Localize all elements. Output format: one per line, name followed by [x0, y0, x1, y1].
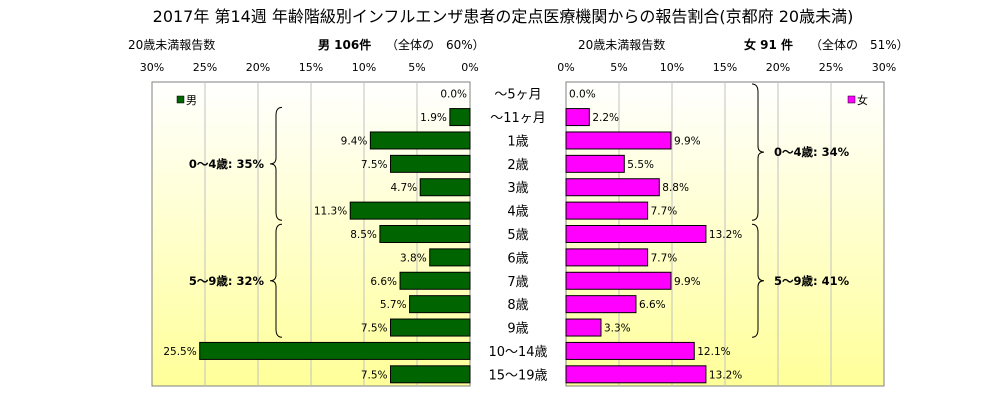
female-bar	[565, 318, 602, 337]
male-bar-value-label: 25.5%	[163, 346, 196, 358]
male-bar	[390, 318, 471, 337]
female-legend-swatch	[847, 95, 856, 104]
female-x-tick-label: 5%	[610, 61, 627, 74]
female-bar-value-label: 7.7%	[651, 252, 678, 264]
female-bar	[565, 131, 672, 150]
female-total-count: 女 91 件	[744, 38, 794, 52]
female-group-annotation: 5〜9歳: 41%	[774, 274, 850, 288]
age-category-label: 2歳	[507, 158, 528, 173]
age-category-label: 15〜19歳	[488, 368, 547, 383]
male-bar-value-label: 0.0%	[440, 89, 467, 101]
female-bar	[565, 178, 660, 197]
female-bar	[565, 295, 637, 314]
female-bar-value-label: 2.2%	[592, 112, 619, 124]
female-group-annotation: 0〜4歳: 34%	[774, 145, 850, 159]
female-x-tick-label: 0%	[557, 61, 574, 74]
female-bar-value-label: 13.2%	[709, 229, 742, 241]
age-category-label: 1歳	[507, 134, 528, 149]
male-group-annotation: 5〜9歳: 32%	[189, 274, 265, 288]
age-category-label: 8歳	[507, 298, 528, 313]
male-group-brace	[269, 106, 283, 221]
male-group-brace	[269, 223, 283, 338]
female-bar	[565, 341, 695, 360]
male-bar-value-label: 7.5%	[361, 159, 388, 171]
male-bar	[349, 201, 471, 220]
male-bar-value-label: 8.5%	[350, 229, 377, 241]
female-x-tick-label: 30%	[872, 61, 896, 74]
male-total-share: （全体の 60%）	[386, 38, 485, 52]
male-bar	[199, 341, 471, 360]
age-category-label: 〜5ヶ月	[494, 88, 541, 103]
male-bar-value-label: 4.7%	[390, 182, 417, 194]
male-bar	[369, 131, 471, 150]
male-x-tick-label: 0%	[461, 61, 478, 74]
male-bar	[409, 295, 471, 314]
age-category-label: 3歳	[507, 181, 528, 196]
female-bar-value-label: 8.8%	[662, 182, 689, 194]
male-x-tick-label: 20%	[246, 61, 270, 74]
female-bar-value-label: 3.3%	[604, 323, 631, 335]
male-bar	[379, 225, 471, 243]
female-bar-value-label: 9.9%	[674, 276, 701, 288]
male-x-tick-label: 5%	[408, 61, 425, 74]
male-bar	[429, 248, 471, 267]
age-category-label: 10〜14歳	[488, 345, 547, 360]
female-bar	[565, 154, 625, 173]
male-x-tick-label: 10%	[352, 61, 376, 74]
age-category-label: 9歳	[507, 322, 528, 337]
age-category-label: 6歳	[507, 251, 528, 266]
male-bar	[419, 178, 471, 197]
female-total-caption: 20歳未満報告数	[578, 38, 666, 52]
male-x-tick-label: 25%	[193, 61, 217, 74]
male-bar-value-label: 5.7%	[380, 299, 407, 311]
female-bar	[565, 201, 649, 220]
age-category-label: 〜11ヶ月	[490, 111, 546, 126]
male-x-tick-label: 30%	[140, 61, 164, 74]
male-bar	[390, 154, 471, 173]
female-bar	[565, 365, 707, 384]
age-category-label: 4歳	[507, 205, 528, 220]
female-bar-value-label: 12.1%	[697, 346, 730, 358]
male-bar-value-label: 1.9%	[420, 112, 447, 124]
male-bar-value-label: 3.8%	[400, 252, 427, 264]
chart-title: 2017年 第14週 年齢階級別インフルエンザ患者の定点医療機関からの報告割合(…	[152, 7, 854, 26]
male-bar-value-label: 11.3%	[314, 206, 347, 218]
male-bar-value-label: 7.5%	[361, 323, 388, 335]
female-bar-value-label: 6.6%	[639, 299, 666, 311]
female-bar	[565, 108, 590, 127]
female-x-tick-label: 25%	[819, 61, 843, 74]
female-legend-label: 女	[857, 93, 868, 107]
female-x-tick-label: 15%	[713, 61, 737, 74]
female-bar-value-label: 9.9%	[674, 135, 701, 147]
male-bar	[399, 271, 471, 290]
male-bar-value-label: 6.6%	[370, 276, 397, 288]
male-legend-swatch	[176, 95, 185, 104]
female-bar	[565, 225, 707, 243]
male-bar	[390, 365, 471, 384]
age-category-label: 7歳	[507, 275, 528, 290]
female-bar-value-label: 5.5%	[627, 159, 654, 171]
male-group-annotation: 0〜4歳: 35%	[189, 157, 265, 171]
female-bar	[565, 271, 672, 290]
female-x-tick-label: 10%	[660, 61, 684, 74]
female-total-share: （全体の 51%）	[810, 38, 909, 52]
female-group-brace	[751, 83, 765, 221]
female-bar-value-label: 0.0%	[569, 89, 596, 101]
male-bar	[449, 108, 471, 127]
male-total-count: 男 106件	[318, 38, 372, 52]
female-bar-value-label: 7.7%	[651, 206, 678, 218]
female-group-brace	[751, 223, 765, 338]
male-bar-value-label: 7.5%	[361, 369, 388, 381]
female-bar	[565, 248, 649, 267]
female-bar-value-label: 13.2%	[709, 369, 742, 381]
female-x-tick-label: 20%	[766, 61, 790, 74]
male-x-tick-label: 15%	[299, 61, 323, 74]
age-category-label: 5歳	[507, 228, 528, 243]
male-bar-value-label: 9.4%	[341, 135, 368, 147]
male-legend-label: 男	[186, 94, 197, 107]
male-total-caption: 20歳未満報告数	[128, 38, 216, 52]
